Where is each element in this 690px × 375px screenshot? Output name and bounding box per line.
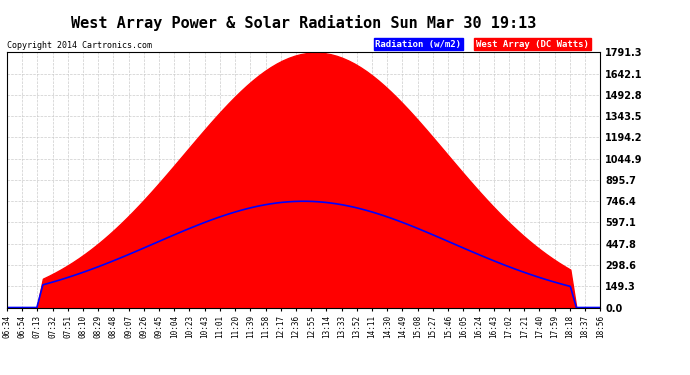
Text: Copyright 2014 Cartronics.com: Copyright 2014 Cartronics.com <box>8 41 152 50</box>
Text: West Array (DC Watts): West Array (DC Watts) <box>476 40 589 49</box>
Text: West Array Power & Solar Radiation Sun Mar 30 19:13: West Array Power & Solar Radiation Sun M… <box>71 15 536 31</box>
Text: Radiation (w/m2): Radiation (w/m2) <box>375 40 462 49</box>
